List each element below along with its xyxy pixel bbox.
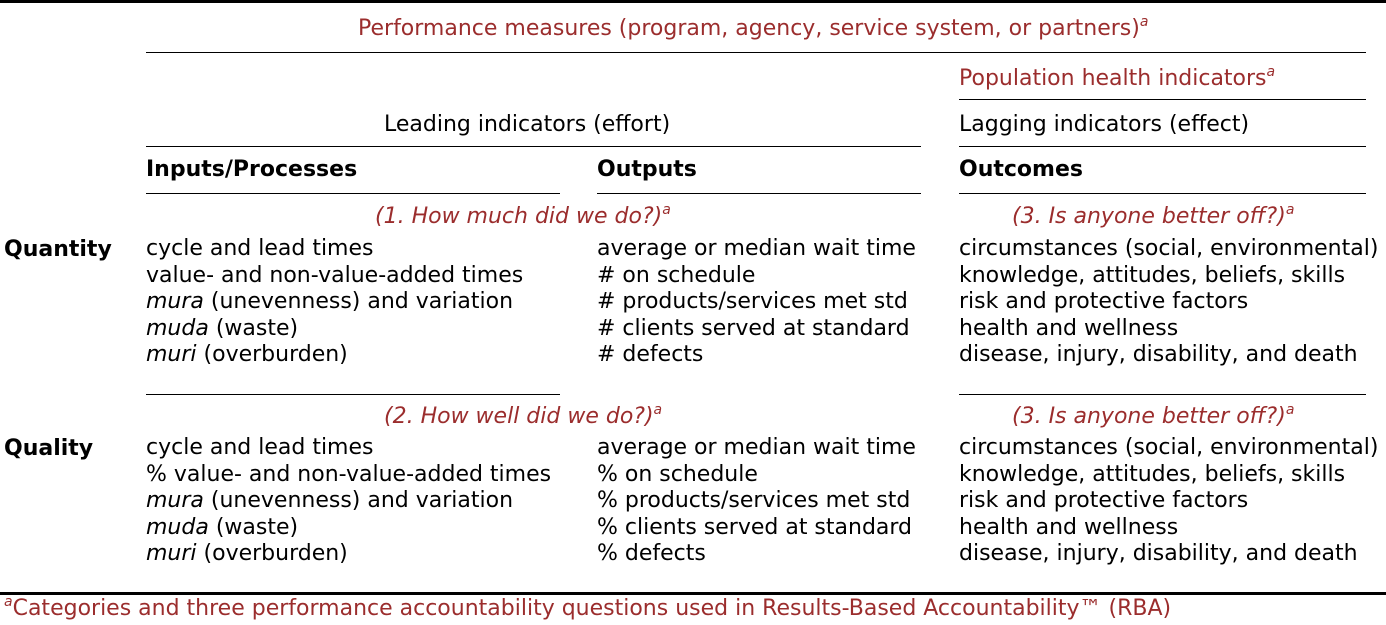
performance-measures-rule	[146, 52, 1366, 53]
question-better-off-2: (3. Is anyone better off?)a	[1012, 402, 1295, 429]
question-how-much: (1. How much did we do?)a	[375, 202, 671, 229]
list-item: % clients served at standard	[597, 514, 913, 540]
list-item: # defects	[597, 342, 704, 367]
lagging-rule	[959, 146, 1366, 147]
list-item: health and wellness	[959, 315, 1179, 341]
list-item: % value- and non-value-added times	[146, 461, 552, 487]
list-item: muda (waste)	[146, 514, 299, 540]
outputs-header-rule	[597, 193, 921, 194]
list-item: muri (overburden)	[146, 342, 348, 367]
outcomes-header-rule	[959, 193, 1366, 194]
inputs-column-header: Inputs/Processes	[146, 157, 358, 182]
inputs-header-rule	[146, 193, 560, 194]
outputs-column-header: Outputs	[597, 157, 697, 182]
lagging-indicators-header: Lagging indicators (effect)	[959, 112, 1250, 137]
list-item: value- and non-value-added times	[146, 262, 524, 288]
list-item: knowledge, attitudes, beliefs, skills	[959, 461, 1346, 487]
list-item: knowledge, attitudes, beliefs, skills	[959, 262, 1346, 288]
leading-indicators-header: Leading indicators (effort)	[384, 112, 671, 137]
list-item: % products/services met std	[597, 488, 911, 513]
bottom-rule	[0, 592, 1386, 595]
quality-outcomes-list: circumstances (social, environmental) kn…	[959, 435, 1378, 568]
section-divider-right	[959, 394, 1366, 395]
row-label-quantity: Quantity	[4, 237, 112, 262]
list-item: health and wellness	[959, 514, 1179, 540]
list-item: circumstances (social, environmental)	[959, 435, 1379, 460]
outcomes-column-header: Outcomes	[959, 157, 1083, 182]
list-item: average or median wait time	[597, 435, 916, 460]
list-item: % defects	[597, 541, 706, 566]
question-how-well: (2. How well did we do?)a	[384, 402, 663, 429]
quality-inputs-list: cycle and lead times % value- and non-va…	[146, 435, 551, 568]
list-item: risk and protective factors	[959, 289, 1249, 314]
quantity-inputs-list: cycle and lead times value- and non-valu…	[146, 236, 523, 369]
list-item: cycle and lead times	[146, 236, 374, 261]
list-item: # products/services met std	[597, 289, 908, 314]
list-item: circumstances (social, environmental)	[959, 236, 1379, 261]
row-label-quality: Quality	[4, 436, 94, 461]
footnote: aCategories and three performance accoun…	[4, 594, 1172, 621]
list-item: # on schedule	[597, 262, 756, 288]
list-item: risk and protective factors	[959, 488, 1249, 513]
list-item: % on schedule	[597, 461, 758, 487]
list-item: muri (overburden)	[146, 541, 348, 566]
list-item: mura (unevenness) and variation	[146, 488, 514, 513]
list-item: disease, injury, disability, and death	[959, 342, 1358, 367]
population-health-header: Population health indicatorsa	[959, 64, 1276, 91]
quantity-outputs-list: average or median wait time # on schedul…	[597, 236, 916, 369]
question-better-off-1: (3. Is anyone better off?)a	[1012, 202, 1295, 229]
list-item: disease, injury, disability, and death	[959, 541, 1358, 566]
list-item: muda (waste)	[146, 315, 299, 341]
section-divider-left	[146, 394, 560, 395]
list-item: cycle and lead times	[146, 435, 374, 460]
top-rule	[0, 0, 1386, 3]
quality-outputs-list: average or median wait time % on schedul…	[597, 435, 916, 568]
quantity-outcomes-list: circumstances (social, environmental) kn…	[959, 236, 1378, 369]
list-item: average or median wait time	[597, 236, 916, 261]
list-item: mura (unevenness) and variation	[146, 289, 514, 314]
population-health-rule	[959, 99, 1366, 100]
performance-measures-header: Performance measures (program, agency, s…	[358, 14, 1149, 41]
leading-rule	[146, 146, 921, 147]
list-item: # clients served at standard	[597, 315, 910, 341]
